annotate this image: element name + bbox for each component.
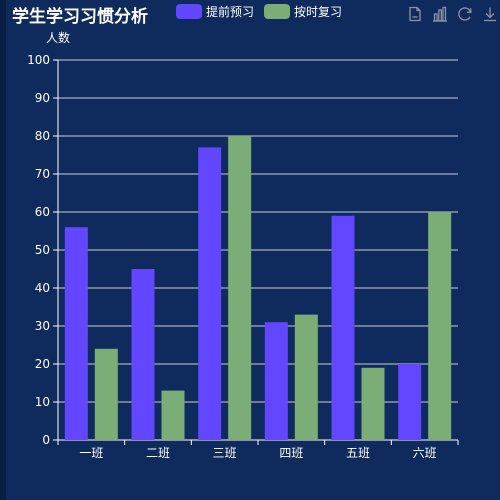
bar-chart-icon[interactable] (432, 6, 448, 22)
y-axis-label: 人数 (46, 30, 70, 45)
bar-series-2 (161, 390, 185, 440)
x-tick-label: 三班 (213, 446, 237, 460)
bar-series-2 (228, 136, 252, 440)
bar-series-1 (331, 215, 355, 440)
x-tick-label: 二班 (146, 446, 170, 460)
bar-series-2 (361, 367, 385, 440)
y-tick-label: 90 (35, 91, 50, 105)
legend-swatch-series-1 (176, 4, 202, 19)
bar-series-2 (294, 314, 318, 440)
y-tick-label: 80 (35, 129, 50, 143)
y-tick-label: 0 (42, 433, 50, 447)
bar-series-1 (264, 322, 288, 440)
y-tick-label: 60 (35, 205, 50, 219)
bar-series-1 (64, 227, 88, 440)
bar-series-2 (428, 212, 452, 440)
legend: 提前预习 按时复习 (176, 3, 342, 20)
legend-label-series-2: 按时复习 (294, 5, 343, 19)
download-icon[interactable] (482, 6, 498, 22)
bar-series-1 (198, 147, 222, 440)
bar-series-1 (131, 269, 155, 440)
toolbox (407, 6, 498, 22)
restore-icon[interactable] (457, 6, 473, 22)
y-tick-label: 10 (35, 395, 50, 409)
legend-label-series-1: 提前预习 (206, 5, 255, 19)
y-tick-label: 50 (35, 243, 50, 257)
save-image-icon[interactable] (407, 6, 423, 22)
legend-item-series-2[interactable]: 按时复习 (264, 3, 342, 20)
x-tick-label: 六班 (413, 446, 437, 460)
y-tick-label: 40 (35, 281, 50, 295)
x-tick-label: 四班 (279, 446, 303, 460)
y-tick-label: 100 (27, 53, 50, 67)
x-tick-label: 五班 (346, 446, 370, 460)
legend-swatch-series-2 (264, 4, 291, 19)
x-tick-label: 一班 (79, 446, 103, 460)
chart-title: 学生学习习惯分析 (12, 7, 148, 27)
left-edge-strip (0, 0, 6, 500)
legend-item-series-1[interactable]: 提前预习 (176, 3, 254, 20)
bar-series-1 (398, 364, 422, 440)
y-tick-label: 30 (35, 319, 50, 333)
y-tick-label: 70 (35, 167, 50, 181)
bar-series-2 (94, 348, 118, 440)
y-tick-label: 20 (35, 357, 50, 371)
